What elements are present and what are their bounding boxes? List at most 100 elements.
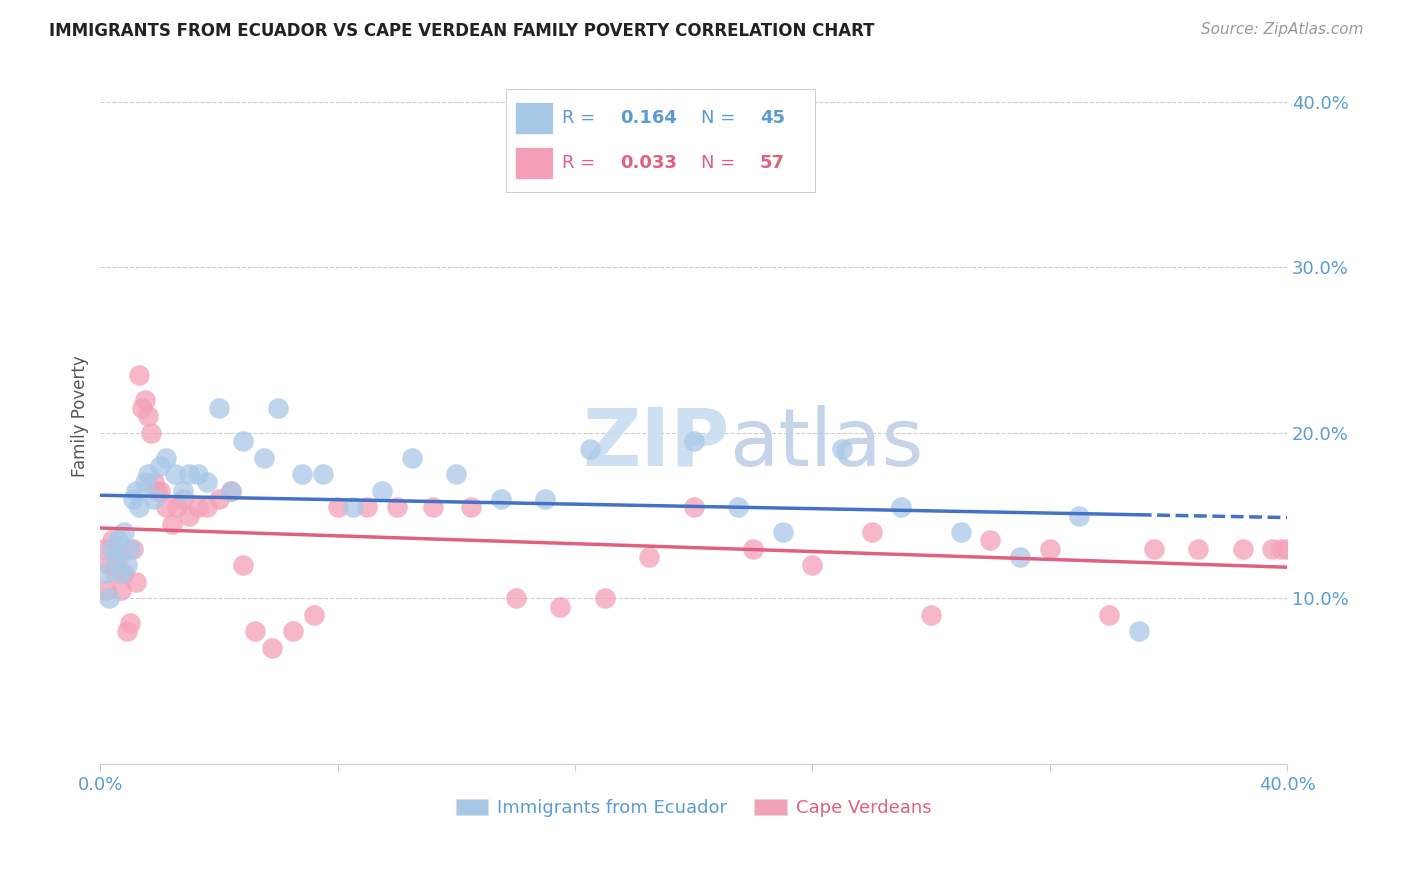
Point xyxy=(142,475,165,490)
Text: N =: N = xyxy=(702,154,741,172)
Point xyxy=(112,566,135,581)
Point xyxy=(134,475,156,490)
Point xyxy=(166,500,188,515)
Point xyxy=(187,500,209,515)
Point xyxy=(122,541,145,556)
Point xyxy=(208,401,231,415)
Point xyxy=(262,640,284,655)
Y-axis label: Family Poverty: Family Poverty xyxy=(72,355,89,477)
Point xyxy=(98,591,121,606)
Point xyxy=(107,549,129,564)
Point xyxy=(252,450,274,465)
Point xyxy=(772,524,794,539)
Point xyxy=(98,558,121,573)
Point xyxy=(232,434,254,448)
Point xyxy=(1187,541,1209,556)
Point xyxy=(104,549,127,564)
Point xyxy=(160,516,183,531)
Point xyxy=(422,500,444,515)
Point xyxy=(489,491,512,506)
Point xyxy=(1232,541,1254,556)
Point xyxy=(179,508,201,523)
Text: 0.033: 0.033 xyxy=(620,154,678,172)
Point xyxy=(139,425,162,440)
Point xyxy=(801,558,824,573)
Point xyxy=(219,483,242,498)
Point xyxy=(1098,607,1121,622)
Point xyxy=(267,401,290,415)
Point xyxy=(107,533,129,548)
Point xyxy=(134,392,156,407)
Point xyxy=(682,500,704,515)
Point xyxy=(155,450,177,465)
Point xyxy=(112,524,135,539)
Point xyxy=(128,500,150,515)
Point xyxy=(179,467,201,482)
Point xyxy=(831,442,853,457)
Point xyxy=(142,491,165,506)
Point xyxy=(860,524,883,539)
Point xyxy=(460,500,482,515)
Point xyxy=(283,624,305,639)
Point xyxy=(682,434,704,448)
Point xyxy=(638,549,661,564)
Point xyxy=(149,458,172,473)
Point xyxy=(128,368,150,382)
Text: Source: ZipAtlas.com: Source: ZipAtlas.com xyxy=(1201,22,1364,37)
Point xyxy=(548,599,571,614)
Text: atlas: atlas xyxy=(730,405,924,483)
Point xyxy=(131,401,153,415)
Point xyxy=(163,467,186,482)
Point xyxy=(125,483,148,498)
Point xyxy=(1010,549,1032,564)
Point xyxy=(125,574,148,589)
Point xyxy=(356,500,378,515)
Point xyxy=(1069,508,1091,523)
Point xyxy=(326,500,349,515)
Point xyxy=(342,500,364,515)
Text: R =: R = xyxy=(562,154,600,172)
Point xyxy=(243,624,266,639)
Point xyxy=(534,491,557,506)
Point xyxy=(101,533,124,548)
Text: N =: N = xyxy=(702,109,741,127)
Point xyxy=(979,533,1001,548)
Text: 57: 57 xyxy=(759,154,785,172)
FancyBboxPatch shape xyxy=(516,146,553,179)
Point xyxy=(136,467,159,482)
Point xyxy=(1275,541,1298,556)
Point xyxy=(96,582,118,597)
Point xyxy=(195,475,218,490)
Point xyxy=(302,607,325,622)
Text: IMMIGRANTS FROM ECUADOR VS CAPE VERDEAN FAMILY POVERTY CORRELATION CHART: IMMIGRANTS FROM ECUADOR VS CAPE VERDEAN … xyxy=(49,22,875,40)
Point xyxy=(118,541,141,556)
Point xyxy=(110,582,132,597)
Legend: Immigrants from Ecuador, Cape Verdeans: Immigrants from Ecuador, Cape Verdeans xyxy=(449,791,939,824)
Point xyxy=(742,541,765,556)
Point xyxy=(219,483,242,498)
Point xyxy=(385,500,408,515)
Text: 0.164: 0.164 xyxy=(620,109,678,127)
Point xyxy=(187,467,209,482)
Point xyxy=(110,566,132,581)
Point xyxy=(890,500,912,515)
Point xyxy=(1270,541,1292,556)
Point xyxy=(1128,624,1150,639)
Point xyxy=(505,591,527,606)
Point xyxy=(208,491,231,506)
Point xyxy=(291,467,314,482)
Point xyxy=(96,566,118,581)
Point xyxy=(579,442,602,457)
Point xyxy=(91,541,114,556)
Point xyxy=(118,616,141,631)
Point xyxy=(1142,541,1164,556)
Point xyxy=(145,483,167,498)
Point xyxy=(920,607,942,622)
Point xyxy=(1261,541,1284,556)
Point xyxy=(149,483,172,498)
Text: R =: R = xyxy=(562,109,600,127)
Point xyxy=(115,558,138,573)
Point xyxy=(195,500,218,515)
Point xyxy=(312,467,335,482)
Point xyxy=(727,500,749,515)
